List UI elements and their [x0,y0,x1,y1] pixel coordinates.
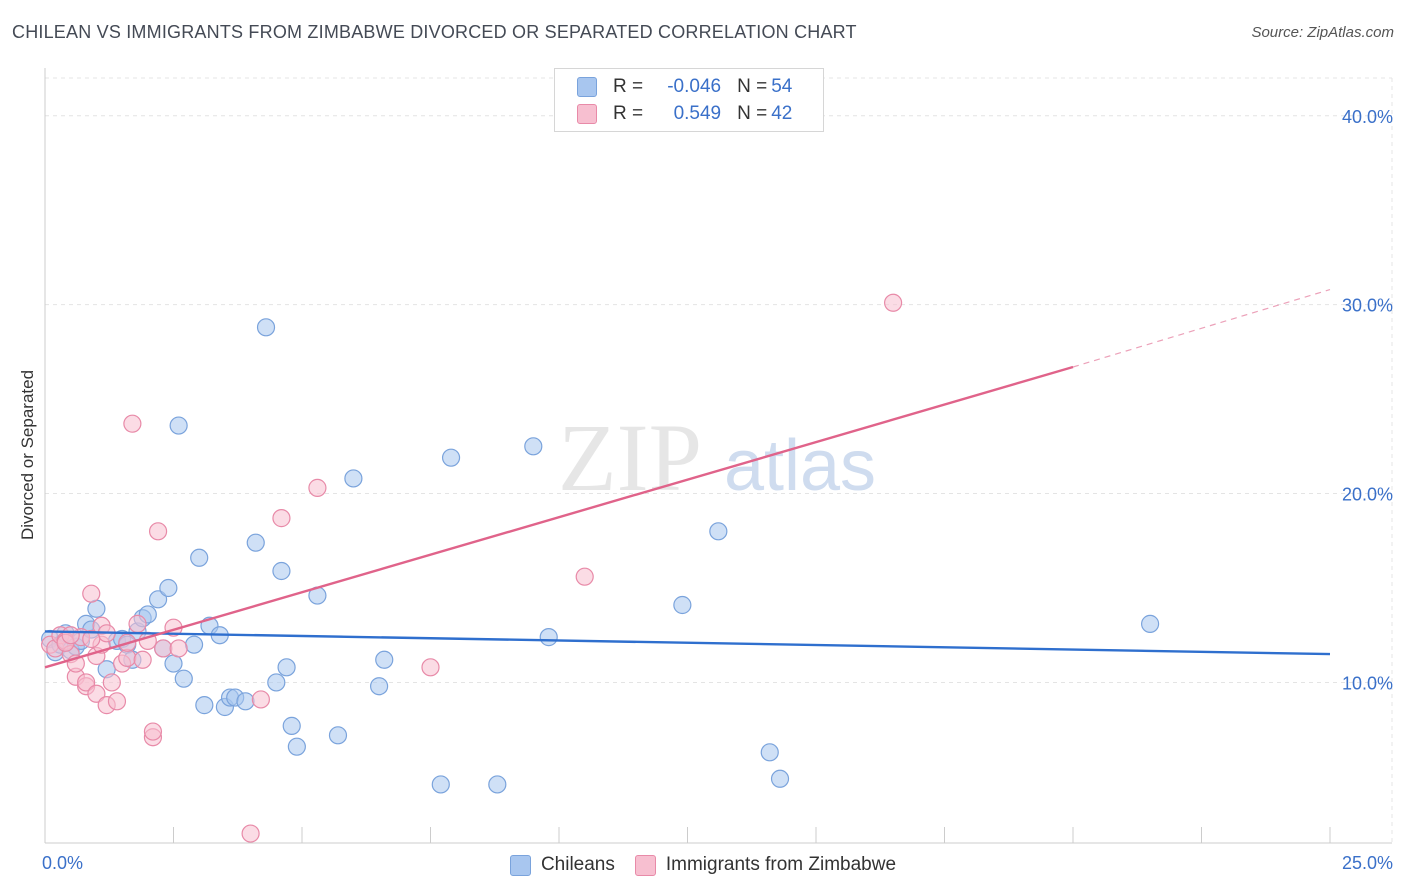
zimbabwe-point [308,478,327,497]
zimbabwe-point [241,824,260,843]
legend-row-chileans: R = -0.046 N = 54 [577,75,792,99]
chilean-point [256,318,276,337]
zimbabwe-point [148,522,168,541]
zimbabwe-point [77,673,96,692]
zimbabwe-point [272,509,291,528]
chilean-point [328,726,348,745]
zimbabwe-point [575,567,594,586]
legend-n-label: N = [737,103,768,124]
legend-r-value: 0.549 [673,103,722,124]
zimbabwe-point [421,658,440,677]
series-legend: Chileans Immigrants from Zimbabwe [0,852,1406,878]
zimbabwe-trend-line [44,365,1074,669]
zimbabwe-point [102,673,121,692]
chilean-point [709,522,728,541]
y-axis-label: Divorced or Separated [18,370,37,540]
chilean-point [184,635,204,654]
series-swatch-zimbabwe [634,854,656,876]
chilean-trend-line [44,630,1331,656]
zimbabwe-trend-extension [1072,288,1331,368]
y-tick-label: 20.0% [1342,485,1393,505]
chilean-point [1140,614,1160,633]
chilean-point [287,737,306,756]
trend-lines [44,288,1331,669]
chilean-point [195,696,214,715]
chilean-point [370,677,389,696]
axes [44,68,1392,844]
zimbabwe-point [143,722,163,741]
y-tick-label: 10.0% [1342,673,1393,693]
chilean-point [164,654,183,673]
data-points [41,293,1160,843]
chart-title: CHILEAN VS IMMIGRANTS FROM ZIMBABWE DIVO… [12,22,857,42]
chilean-point [272,561,291,581]
series-swatch-chileans [509,854,531,876]
chilean-point [148,590,168,609]
watermark-zip: ZIP [558,404,702,511]
zimbabwe-point [251,690,270,709]
chilean-point [488,775,507,794]
chilean-point [282,716,301,735]
x-tick-label: 25.0% [1342,853,1393,873]
chilean-point [431,775,450,794]
correlation-legend: R = -0.046 N = 54 R = 0.549 N = 42 [554,68,824,132]
legend-n-label: N = [737,76,768,97]
legend-row-zimbabwe: R = 0.549 N = 42 [577,102,792,126]
chilean-point [236,692,255,711]
grid-lines [45,77,1393,843]
chilean-point [87,599,106,618]
zimbabwe-point [82,584,101,603]
legend-r-label: R = [613,103,644,124]
chilean-point [246,533,265,552]
series-legend-zimbabwe: Immigrants from Zimbabwe [634,854,897,876]
zimbabwe-point [133,650,152,669]
series-name-chileans: Chileans [540,854,615,875]
tick-labels: 10.0% 20.0% 30.0% 40.0% 0.0% 25.0% [42,107,1393,873]
x-tick-label: 0.0% [42,853,83,873]
zimbabwe-point [154,639,173,658]
y-tick-label: 40.0% [1342,107,1393,127]
zimbabwe-point [123,414,142,433]
source-credit: Source: ZipAtlas.com [1251,24,1394,41]
chilean-point [441,448,461,467]
chilean-point [673,595,692,615]
chilean-point [344,469,363,488]
series-legend-chileans: Chileans [509,854,615,876]
chilean-point [760,743,779,762]
chilean-point [539,628,558,647]
series-name-zimbabwe: Immigrants from Zimbabwe [665,854,897,875]
chilean-point [277,658,296,677]
zimbabwe-point [169,639,188,658]
watermark: ZIP atlas [558,404,876,511]
chilean-point [375,650,394,669]
chilean-point [159,578,178,598]
chilean-point [770,769,790,788]
legend-n-value: 54 [771,76,793,97]
zimbabwe-point [118,648,137,667]
legend-swatch-chileans [577,77,597,97]
zimbabwe-point [107,692,127,711]
zimbabwe-point [87,684,106,703]
zimbabwe-point [61,626,80,645]
y-tick-label: 30.0% [1342,296,1393,316]
zimbabwe-point [128,614,147,633]
chilean-point [190,548,209,567]
chilean-point [267,673,286,692]
legend-swatch-zimbabwe [577,104,597,124]
chilean-point [169,416,188,435]
watermark-atlas: atlas [724,426,876,506]
zimbabwe-point [82,629,101,649]
legend-r-value: -0.046 [667,76,722,97]
chilean-point [524,437,543,456]
chilean-point [174,669,193,688]
zimbabwe-point [883,293,903,312]
legend-r-label: R = [613,76,644,97]
legend-n-value: 42 [771,103,793,124]
